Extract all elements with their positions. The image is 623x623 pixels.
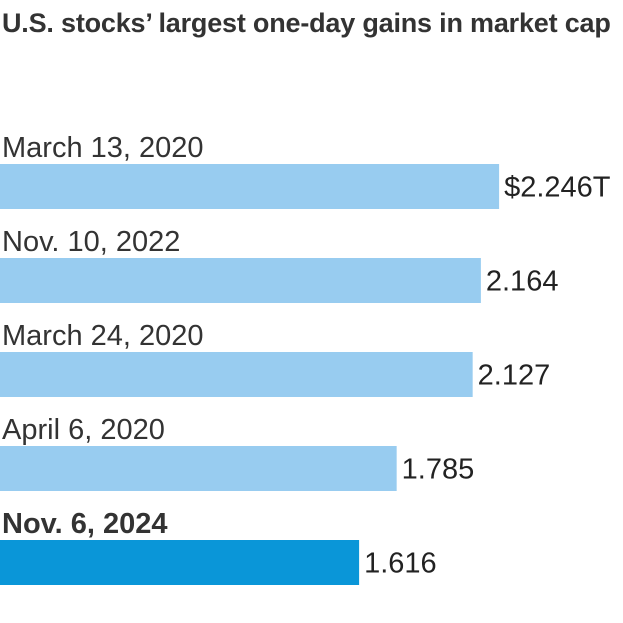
bar — [0, 540, 360, 585]
category-label: March 24, 2020 — [2, 320, 204, 352]
bar — [0, 352, 473, 397]
bar — [0, 258, 481, 303]
category-label: Nov. 6, 2024 — [2, 508, 168, 540]
value-label: 2.127 — [478, 360, 551, 392]
bars-layer: March 13, 2020 $2.246T Nov. 10, 2022 2.164 M… — [0, 132, 611, 585]
value-label: 2.164 — [486, 266, 559, 298]
bar — [0, 446, 397, 491]
category-label: Nov. 10, 2022 — [2, 226, 180, 258]
category-label: March 13, 2020 — [2, 132, 204, 164]
bar — [0, 164, 500, 209]
value-label: 1.616 — [364, 548, 437, 580]
value-label: 1.785 — [402, 454, 475, 486]
chart-title: U.S. stocks’ largest one-day gains in ma… — [2, 8, 611, 38]
category-label: April 6, 2020 — [2, 414, 165, 446]
value-label: $2.246T — [504, 172, 611, 204]
